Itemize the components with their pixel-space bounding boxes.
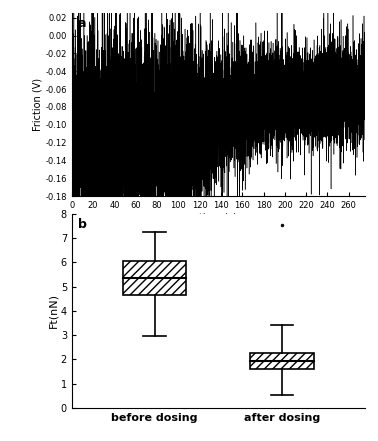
Bar	[250, 353, 314, 369]
Y-axis label: Friction (V): Friction (V)	[33, 78, 43, 131]
Y-axis label: Ft(nN): Ft(nN)	[48, 293, 58, 329]
Text: b: b	[78, 218, 87, 231]
Bar	[123, 261, 186, 295]
Text: a: a	[78, 17, 86, 30]
X-axis label: time (s): time (s)	[199, 213, 237, 223]
